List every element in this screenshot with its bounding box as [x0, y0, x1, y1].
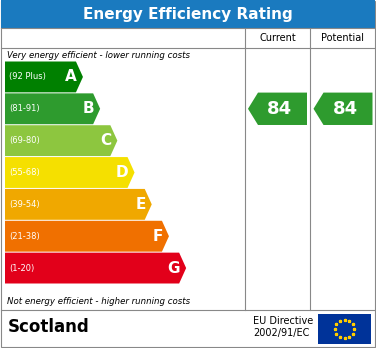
Polygon shape: [5, 189, 152, 220]
Text: Not energy efficient - higher running costs: Not energy efficient - higher running co…: [7, 297, 190, 306]
Bar: [1, 0, 375, 28]
Polygon shape: [5, 93, 100, 124]
Text: (1-20): (1-20): [9, 263, 34, 272]
Text: (81-91): (81-91): [9, 104, 39, 113]
Text: A: A: [65, 70, 77, 85]
Text: F: F: [153, 229, 163, 244]
Text: Current: Current: [259, 33, 296, 43]
Polygon shape: [314, 93, 373, 125]
Text: E: E: [135, 197, 146, 212]
Polygon shape: [5, 221, 169, 252]
Polygon shape: [248, 93, 307, 125]
Bar: [318, 314, 371, 344]
Text: (39-54): (39-54): [9, 200, 39, 209]
Text: B: B: [82, 101, 94, 116]
Text: (21-38): (21-38): [9, 232, 40, 241]
Text: (92 Plus): (92 Plus): [9, 72, 46, 81]
Text: Potential: Potential: [321, 33, 364, 43]
Polygon shape: [5, 253, 186, 284]
Polygon shape: [5, 157, 135, 188]
Text: Scotland: Scotland: [8, 318, 90, 336]
Text: C: C: [100, 133, 111, 148]
Text: Very energy efficient - lower running costs: Very energy efficient - lower running co…: [7, 51, 190, 60]
Polygon shape: [5, 125, 117, 156]
Text: D: D: [116, 165, 129, 180]
Text: EU Directive
2002/91/EC: EU Directive 2002/91/EC: [253, 316, 313, 338]
Text: G: G: [168, 261, 180, 276]
Polygon shape: [5, 62, 83, 92]
Text: 84: 84: [332, 100, 358, 118]
Text: (69-80): (69-80): [9, 136, 40, 145]
Text: Energy Efficiency Rating: Energy Efficiency Rating: [83, 7, 293, 22]
Text: 84: 84: [267, 100, 292, 118]
Text: (55-68): (55-68): [9, 168, 40, 177]
